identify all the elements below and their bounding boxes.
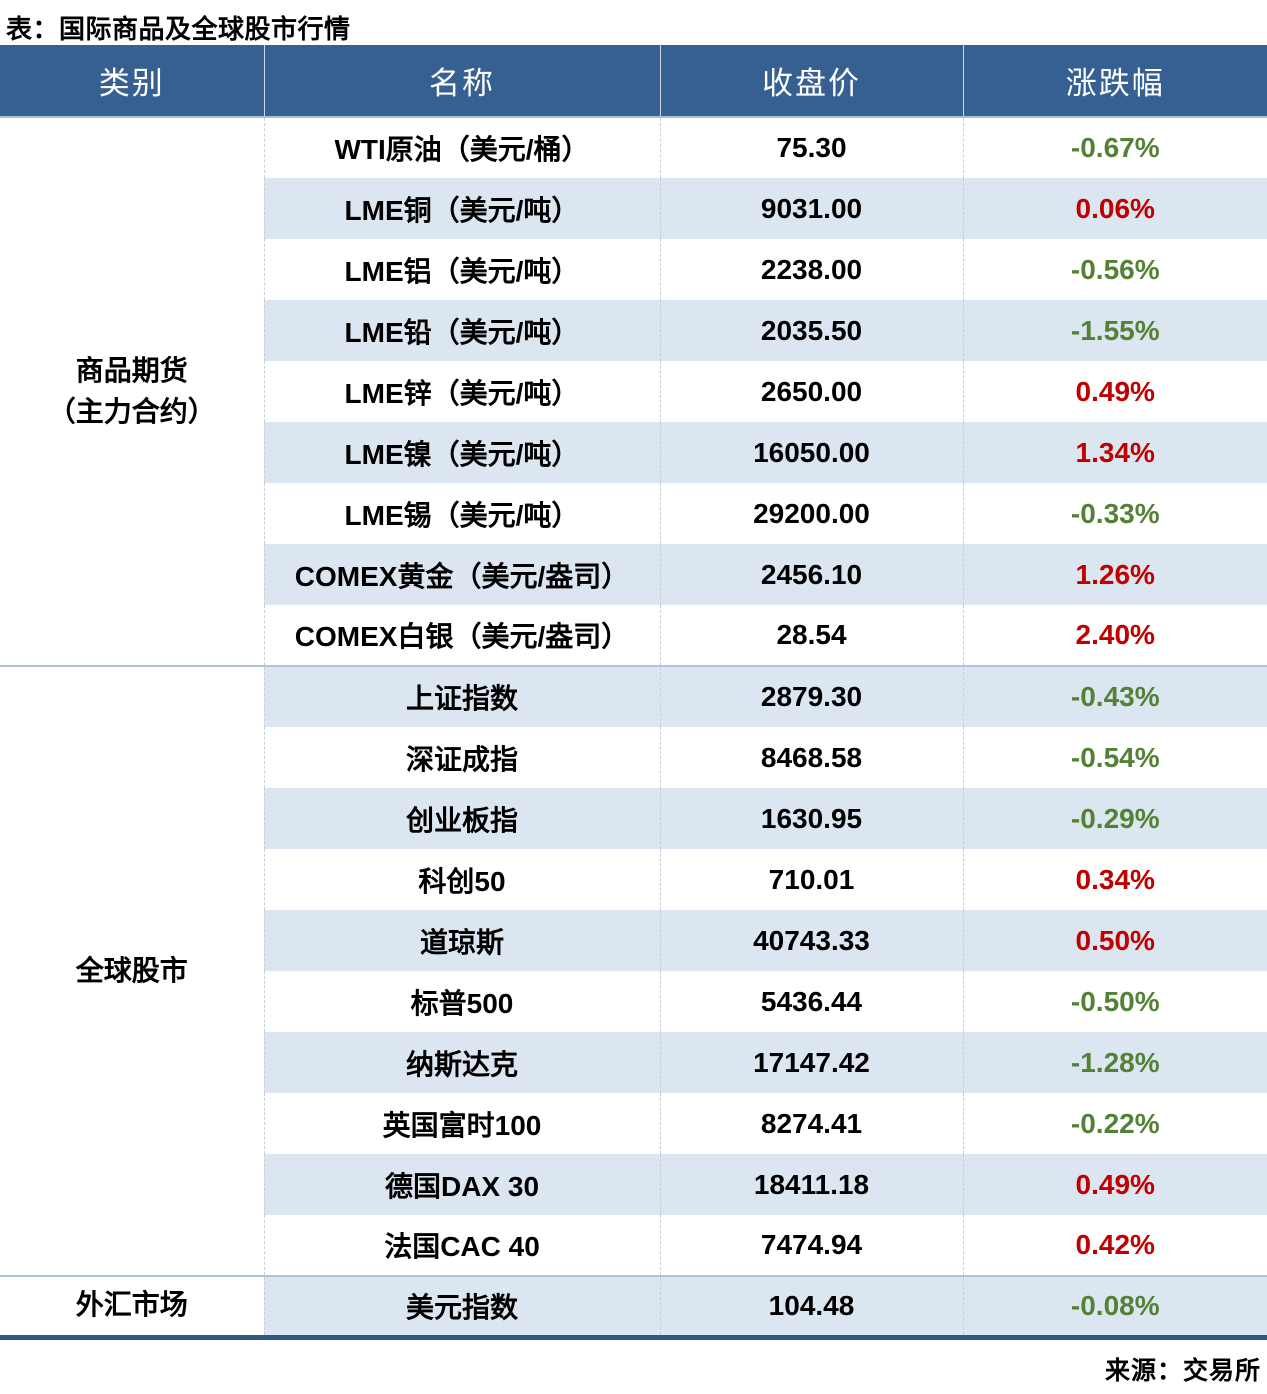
change-percent-cell: -1.55% bbox=[962, 300, 1267, 361]
close-price-cell: 75.30 bbox=[659, 117, 963, 178]
table-row: 深证成指 8468.58 -0.54% bbox=[0, 727, 1267, 788]
change-percent-cell: -0.22% bbox=[962, 1093, 1267, 1154]
instrument-name-cell: 法国CAC 40 bbox=[263, 1215, 660, 1276]
category-label-line2: （主力合约） bbox=[47, 395, 216, 427]
instrument-name-cell: 道琼斯 bbox=[263, 910, 660, 971]
change-percent-cell: -0.54% bbox=[962, 727, 1267, 788]
close-price-cell: 8274.41 bbox=[659, 1093, 963, 1154]
source-attribution: 来源：交易所 bbox=[1104, 1356, 1261, 1385]
table-row: 科创50 710.01 0.34% bbox=[0, 849, 1267, 910]
change-percent-cell: -0.50% bbox=[962, 971, 1267, 1032]
instrument-name-cell: LME锌（美元/吨） bbox=[263, 361, 660, 422]
table-row: 道琼斯 40743.33 0.50% bbox=[0, 910, 1267, 971]
instrument-name-cell: 科创50 bbox=[263, 849, 660, 910]
change-percent-cell: 0.49% bbox=[962, 1154, 1267, 1215]
header-cell-category: 类别 bbox=[0, 45, 264, 118]
change-percent-cell: -0.33% bbox=[962, 483, 1267, 544]
close-price-cell: 2650.00 bbox=[659, 361, 963, 422]
table-row: 标普500 5436.44 -0.50% bbox=[0, 971, 1267, 1032]
table-row: 法国CAC 40 7474.94 0.42% bbox=[0, 1215, 1267, 1276]
instrument-name-cell: COMEX白银（美元/盎司） bbox=[263, 605, 660, 666]
change-percent-cell: -0.67% bbox=[962, 117, 1267, 178]
change-percent-cell: -0.08% bbox=[962, 1275, 1267, 1340]
category-label-line1: 外汇市场 bbox=[75, 1289, 188, 1321]
table-row: 纳斯达克 17147.42 -1.28% bbox=[0, 1032, 1267, 1093]
instrument-name-cell: 创业板指 bbox=[263, 788, 660, 849]
instrument-name-cell: LME镍（美元/吨） bbox=[263, 422, 660, 483]
instrument-name-cell: COMEX黄金（美元/盎司） bbox=[263, 544, 660, 605]
category-cell-forex: 外汇市场 bbox=[0, 1275, 264, 1340]
close-price-cell: 1630.95 bbox=[659, 788, 963, 849]
close-price-cell: 2035.50 bbox=[659, 300, 963, 361]
market-data-table: 类别 名称 收盘价 涨跌幅 商品期货 （主力合约） WTI原油（美元/桶） 75… bbox=[0, 45, 1267, 1340]
category-label-line1: 全球股市 bbox=[75, 954, 188, 986]
close-price-cell: 40743.33 bbox=[659, 910, 963, 971]
category-label-line1: 商品期货 bbox=[75, 354, 188, 386]
close-price-cell: 28.54 bbox=[659, 605, 963, 666]
instrument-name-cell: 标普500 bbox=[263, 971, 660, 1032]
instrument-name-cell: LME铝（美元/吨） bbox=[263, 239, 660, 300]
table-row: 商品期货 （主力合约） WTI原油（美元/桶） 75.30 -0.67% bbox=[0, 117, 1267, 666]
close-price-cell: 2456.10 bbox=[659, 544, 963, 605]
close-price-cell: 710.01 bbox=[659, 849, 963, 910]
category-cell-global-stocks: 全球股市 bbox=[0, 665, 264, 1276]
close-price-cell: 2879.30 bbox=[659, 665, 963, 727]
change-percent-cell: 0.50% bbox=[962, 910, 1267, 971]
table-row: LME锌（美元/吨） 2650.00 0.49% bbox=[0, 361, 1267, 422]
close-price-cell: 16050.00 bbox=[659, 422, 963, 483]
change-percent-cell: -1.28% bbox=[962, 1032, 1267, 1093]
change-percent-cell: 1.26% bbox=[962, 544, 1267, 605]
change-percent-cell: 1.34% bbox=[962, 422, 1267, 483]
table-row: LME铜（美元/吨） 9031.00 0.06% bbox=[0, 178, 1267, 239]
instrument-name-cell: LME锡（美元/吨） bbox=[263, 483, 660, 544]
close-price-cell: 7474.94 bbox=[659, 1215, 963, 1276]
instrument-name-cell: LME铅（美元/吨） bbox=[263, 300, 660, 361]
close-price-cell: 29200.00 bbox=[659, 483, 963, 544]
header-cell-change: 涨跌幅 bbox=[962, 45, 1267, 118]
close-price-cell: 104.48 bbox=[659, 1275, 963, 1340]
header-row: 类别 名称 收盘价 涨跌幅 bbox=[0, 45, 1267, 118]
change-percent-cell: 0.42% bbox=[962, 1215, 1267, 1276]
close-price-cell: 17147.42 bbox=[659, 1032, 963, 1093]
table-row: 创业板指 1630.95 -0.29% bbox=[0, 788, 1267, 849]
table-row: LME锡（美元/吨） 29200.00 -0.33% bbox=[0, 483, 1267, 544]
change-percent-cell: -0.43% bbox=[962, 665, 1267, 727]
table-row: 外汇市场 美元指数 104.48 -0.08% bbox=[0, 1275, 1267, 1340]
change-percent-cell: 0.06% bbox=[962, 178, 1267, 239]
change-percent-cell: -0.29% bbox=[962, 788, 1267, 849]
change-percent-cell: 0.49% bbox=[962, 361, 1267, 422]
close-price-cell: 2238.00 bbox=[659, 239, 963, 300]
table-row: 英国富时100 8274.41 -0.22% bbox=[0, 1093, 1267, 1154]
instrument-name-cell: 深证成指 bbox=[263, 727, 660, 788]
category-cell-commodity-futures: 商品期货 （主力合约） bbox=[0, 117, 264, 666]
table-title: 表：国际商品及全球股市行情 bbox=[6, 14, 351, 44]
close-price-cell: 18411.18 bbox=[659, 1154, 963, 1215]
instrument-name-cell: WTI原油（美元/桶） bbox=[263, 117, 660, 178]
instrument-name-cell: 上证指数 bbox=[263, 665, 660, 727]
close-price-cell: 8468.58 bbox=[659, 727, 963, 788]
table-row: LME镍（美元/吨） 16050.00 1.34% bbox=[0, 422, 1267, 483]
instrument-name-cell: LME铜（美元/吨） bbox=[263, 178, 660, 239]
header-cell-name: 名称 bbox=[263, 45, 660, 118]
close-price-cell: 5436.44 bbox=[659, 971, 963, 1032]
table-row: COMEX黄金（美元/盎司） 2456.10 1.26% bbox=[0, 544, 1267, 605]
change-percent-cell: 2.40% bbox=[962, 605, 1267, 666]
change-percent-cell: -0.56% bbox=[962, 239, 1267, 300]
table-row: LME铝（美元/吨） 2238.00 -0.56% bbox=[0, 239, 1267, 300]
table-row: COMEX白银（美元/盎司） 28.54 2.40% bbox=[0, 605, 1267, 666]
table-header: 类别 名称 收盘价 涨跌幅 bbox=[0, 45, 1267, 118]
change-percent-cell: 0.34% bbox=[962, 849, 1267, 910]
instrument-name-cell: 纳斯达克 bbox=[263, 1032, 660, 1093]
instrument-name-cell: 德国DAX 30 bbox=[263, 1154, 660, 1215]
table-row: 德国DAX 30 18411.18 0.49% bbox=[0, 1154, 1267, 1215]
instrument-name-cell: 英国富时100 bbox=[263, 1093, 660, 1154]
table-row: LME铅（美元/吨） 2035.50 -1.55% bbox=[0, 300, 1267, 361]
table-body: 商品期货 （主力合约） WTI原油（美元/桶） 75.30 -0.67% LME… bbox=[0, 117, 1267, 1340]
header-cell-close: 收盘价 bbox=[659, 45, 963, 118]
table-row: 全球股市 上证指数 2879.30 -0.43% bbox=[0, 665, 1267, 1276]
instrument-name-cell: 美元指数 bbox=[263, 1275, 660, 1340]
close-price-cell: 9031.00 bbox=[659, 178, 963, 239]
